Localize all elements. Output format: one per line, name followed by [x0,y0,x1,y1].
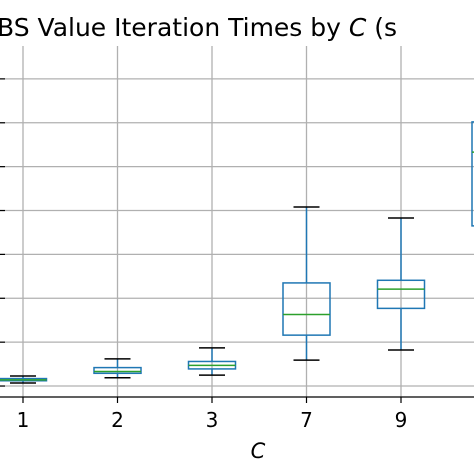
x-ticks: 1237910 [0,78,408,432]
box-body [471,121,474,227]
box-body [376,279,426,310]
x-axis-label: C [251,439,266,463]
boxes [0,121,474,384]
box-body [93,366,142,375]
x-tick-label: 1 [17,408,30,432]
box-3 [187,347,237,376]
x-tick-label: 2 [111,408,124,432]
box-1 [0,375,48,384]
box-10 [471,121,474,227]
x-tick-label: 3 [206,408,219,432]
chart-title: BS Value Iteration Times by C (s [0,13,397,42]
grid [0,46,474,397]
box-2 [93,358,142,379]
box-7 [282,206,331,361]
box-9 [376,217,426,351]
x-tick-label: 7 [300,408,313,432]
box-body [282,282,331,336]
x-tick-label: 9 [395,408,408,432]
